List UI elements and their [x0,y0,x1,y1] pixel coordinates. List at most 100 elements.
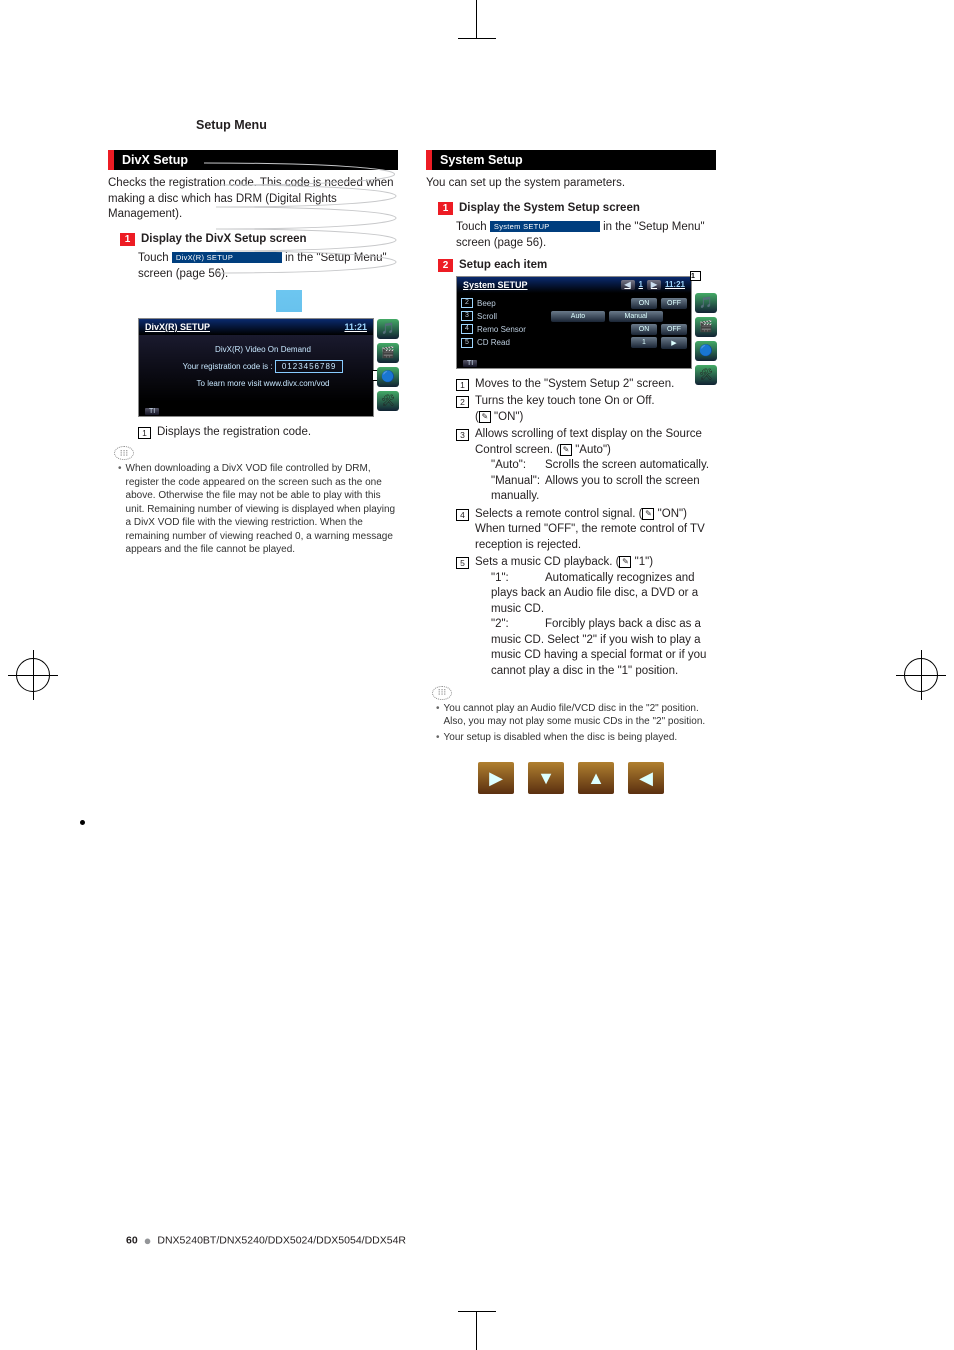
tool-icon[interactable]: 🛠 [377,391,399,411]
divx-shot-title: DivX(R) SETUP [145,322,210,332]
system-setup-chip[interactable]: System SETUP [490,221,600,232]
remo-label: Remo Sensor [477,325,547,334]
registration-mark [16,658,50,692]
page-prev-button[interactable]: ◀ [621,280,635,290]
k: "2": [491,617,545,633]
divx-line1: DivX(R) Video On Demand [163,345,363,354]
music-icon[interactable]: 🎵 [377,319,399,339]
ref-text: Selects a remote control signal. (✎ "ON"… [475,507,716,554]
system-setup-heading: System Setup [426,150,716,170]
divx-code-row: Your registration code is : 0123456789 [163,360,363,373]
divx-intro: Checks the registration code. This code … [108,176,398,223]
nav-down-button[interactable]: ▼ [528,762,564,794]
system-notes: •You cannot play an Audio file/VCD disc … [436,702,716,745]
sys-shot-title: System SETUP [463,280,528,290]
music-icon[interactable]: 🎵 [695,293,717,313]
cdread-next-button[interactable]: ▶ [661,337,687,349]
ref-num: 1 [456,379,469,391]
remo-off-button[interactable]: OFF [661,324,687,335]
ref-text: Displays the registration code. [157,425,311,441]
touch-instruction: Touch DivX(R) SETUP in the "Setup Menu" … [138,250,398,282]
step-badge-2: 2 [438,259,453,272]
nav-left-button[interactable]: ◀ [628,762,664,794]
down-arrow-icon [276,290,302,312]
tool-icon[interactable]: 🛠 [695,365,717,385]
ti-chip[interactable]: TI [145,408,159,415]
note-text: Your setup is disabled when the disc is … [444,731,678,745]
pencil-icon: ✎ [560,444,572,456]
t: Turns the key touch tone On or Off. [475,395,655,407]
divx-line3: To learn more visit www.divx.com/vod [163,379,363,388]
t: Sets a music CD playback. ( [475,556,619,568]
beep-on-button[interactable]: ON [631,298,657,309]
right-column: System Setup You can set up the system p… [426,150,716,794]
ref-text: Allows scrolling of text display on the … [475,427,716,505]
callout-2: 2 [461,298,473,308]
t: "1") [631,556,653,568]
callout-4: 4 [461,324,473,334]
ti-chip[interactable]: TI [463,360,477,367]
beep-off-button[interactable]: OFF [661,298,687,309]
ref-text: Turns the key touch tone On or Off. (✎ "… [475,394,655,425]
note-text: When downloading a DivX VOD file control… [126,462,398,557]
movie-icon[interactable]: 🎬 [695,317,717,337]
print-dot [80,820,85,825]
t: "ON") [654,508,686,520]
divx-setup-chip[interactable]: DivX(R) SETUP [172,252,282,263]
page-next-button[interactable]: ▶1 [647,280,661,290]
footer-models: DNX5240BT/DNX5240/DDX5024/DDX5054/DDX54R [157,1234,406,1246]
cdread-label: CD Read [477,338,547,347]
divx-shot-time: 11:21 [344,322,367,332]
scroll-auto-button[interactable]: Auto [551,311,605,322]
note-text: You cannot play an Audio file/VCD disc i… [444,702,716,729]
page-footer: 60 ● DNX5240BT/DNX5240/DDX5024/DDX5054/D… [126,1233,406,1248]
step-title: Display the DivX Setup screen [141,233,307,245]
crop-mark [458,1311,496,1312]
nav-arrow-row: ▶ ▼ ▲ ◀ [426,762,716,794]
scroll-manual-button[interactable]: Manual [609,311,663,322]
k: "1": [491,571,545,587]
cdread-1-button[interactable]: 1 [631,337,657,348]
beep-label: Beep [477,299,547,308]
t: "ON") [491,411,523,423]
pencil-icon: ✎ [619,556,631,568]
crop-mark [458,38,496,39]
divx-screenshot: DivX(R) SETUP 11:21 DivX(R) Video On Dem… [138,318,374,417]
divx-note: •When downloading a DivX VOD file contro… [118,462,398,557]
page-indicator: 1 [639,280,643,289]
divx-setup-heading: DivX Setup [108,150,398,170]
divx-code: 0123456789 [275,360,344,373]
t: When turned "OFF", the remote control of… [475,523,705,551]
remo-on-button[interactable]: ON [631,324,657,335]
pencil-icon: ✎ [642,508,654,520]
divx-code-label: Your registration code is : [183,362,273,371]
crop-mark [476,0,477,38]
k: "Auto": [491,458,545,474]
page-number: 60 [126,1234,138,1246]
touch-instruction: Touch System SETUP in the "Setup Menu" s… [456,219,716,251]
nav-up-button[interactable]: ▲ [578,762,614,794]
system-screenshot: System SETUP ◀ 1 ▶1 11:21 2 Beep ON OFF [456,276,692,369]
v: Scrolls the screen automatically. [545,459,709,471]
side-icon-stack: 🎵 🎬 🔵 🛠 [377,319,399,411]
t: Selects a remote control signal. ( [475,508,642,520]
note-icon: ⁝⁝⁝ [432,686,452,700]
step-badge-1: 1 [438,202,453,215]
ref-num: 1 [138,427,151,439]
info-icon[interactable]: 🔵 [695,341,717,361]
t: "Auto") [572,444,611,456]
ref-num: 4 [456,509,469,521]
callout-5: 5 [461,338,473,348]
pencil-icon: ✎ [479,411,491,423]
info-icon[interactable]: 🔵 [377,367,399,387]
callout-3: 3 [461,311,473,321]
system-intro: You can set up the system parameters. [426,176,716,192]
touch-prefix: Touch [138,252,169,264]
ref-text: Moves to the "System Setup 2" screen. [475,377,674,393]
movie-icon[interactable]: 🎬 [377,343,399,363]
ref-num: 2 [456,396,469,408]
left-column: DivX Setup Checks the registration code.… [108,150,398,794]
nav-right-button[interactable]: ▶ [478,762,514,794]
ref-text: Sets a music CD playback. (✎ "1") "1":Au… [475,555,716,679]
note-icon: ⁝⁝⁝ [114,446,134,460]
